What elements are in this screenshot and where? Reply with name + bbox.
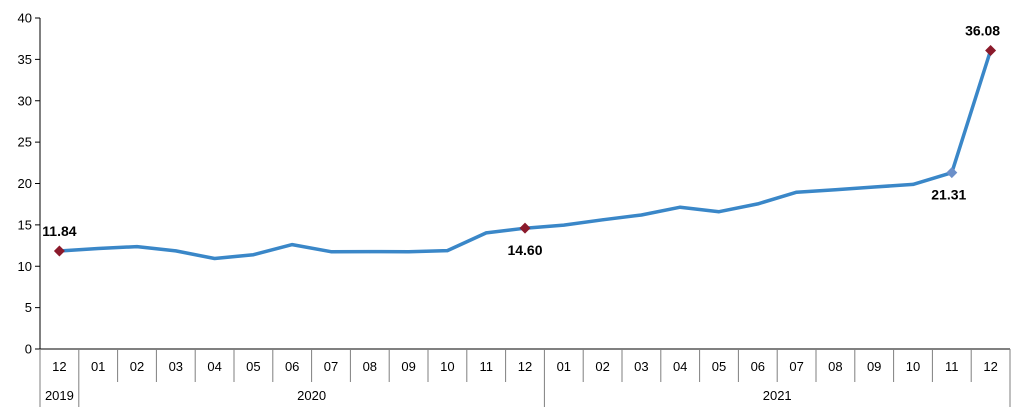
x-tick-label: 10 — [440, 359, 454, 374]
x-tick-label: 08 — [363, 359, 377, 374]
y-tick-label: 40 — [18, 11, 32, 26]
x-tick-label: 11 — [479, 359, 493, 374]
data-point — [368, 250, 372, 254]
highlight-marker — [53, 245, 65, 257]
x-tick-label: 03 — [634, 359, 648, 374]
y-tick-label: 15 — [18, 217, 32, 232]
data-point — [251, 253, 255, 257]
data-point — [601, 218, 605, 222]
data-label-layer: 11.84 14.60 21.31 36.08 — [42, 22, 1000, 258]
x-tick-label: 11 — [945, 359, 959, 374]
data-point — [407, 250, 411, 254]
x-tick-label: 05 — [712, 359, 726, 374]
year-group-label: 2020 — [297, 388, 326, 403]
data-point — [290, 243, 294, 247]
data-point — [329, 250, 333, 254]
x-tick-label: 01 — [91, 359, 105, 374]
x-tick-label: 09 — [401, 359, 415, 374]
y-tick-label: 20 — [18, 176, 32, 191]
data-point — [562, 223, 566, 227]
data-point — [795, 190, 799, 194]
data-point — [135, 245, 139, 249]
data-point — [678, 205, 682, 209]
highlight-marker — [946, 167, 958, 179]
x-tick-label: 03 — [169, 359, 183, 374]
x-tick-label: 07 — [789, 359, 803, 374]
x-tick-label: 02 — [130, 359, 144, 374]
highlight-marker — [985, 44, 997, 56]
y-tick-label: 10 — [18, 259, 32, 274]
x-tick-label: 12 — [52, 359, 66, 374]
y-axis: 0 5 10 15 20 25 30 35 40 — [18, 11, 41, 357]
data-label: 14.60 — [507, 242, 542, 258]
marker-layer — [53, 44, 997, 257]
y-tick-label: 25 — [18, 135, 32, 150]
y-tick-label: 5 — [25, 300, 32, 315]
x-tick-label: 12 — [518, 359, 532, 374]
data-point — [911, 182, 915, 186]
data-label: 36.08 — [965, 22, 1000, 38]
highlight-marker — [519, 222, 531, 234]
x-tick-label: 06 — [285, 359, 299, 374]
x-tick-label: 04 — [673, 359, 687, 374]
data-point — [833, 188, 837, 192]
data-label: 21.31 — [931, 187, 966, 203]
data-label: 11.84 — [42, 223, 76, 239]
year-group-label: 2019 — [45, 388, 74, 403]
data-point — [484, 231, 488, 235]
x-tick-label: 01 — [557, 359, 571, 374]
y-tick-label: 35 — [18, 52, 32, 67]
x-tick-label: 12 — [983, 359, 997, 374]
x-axis: 12 01 02 03 04 05 06 07 08 09 10 11 12 01 02 03 04 05 06 07… — [39, 348, 1011, 407]
x-tick-label: 09 — [867, 359, 881, 374]
data-point — [639, 213, 643, 217]
x-tick-label: 07 — [324, 359, 338, 374]
x-tick-label: 08 — [828, 359, 842, 374]
data-point — [174, 249, 178, 253]
data-point — [717, 210, 721, 214]
x-tick-label: 05 — [246, 359, 260, 374]
y-tick-label: 30 — [18, 93, 32, 108]
data-point — [96, 246, 100, 250]
x-tick-label: 04 — [207, 359, 221, 374]
x-tick-label: 02 — [595, 359, 609, 374]
x-tick-label: 06 — [751, 359, 765, 374]
x-tick-label: 10 — [906, 359, 920, 374]
data-point — [872, 185, 876, 189]
data-point — [445, 249, 449, 253]
data-point — [213, 256, 217, 260]
y-tick-label: 0 — [25, 342, 32, 357]
year-group-label: 2021 — [763, 388, 792, 403]
data-point — [756, 202, 760, 206]
